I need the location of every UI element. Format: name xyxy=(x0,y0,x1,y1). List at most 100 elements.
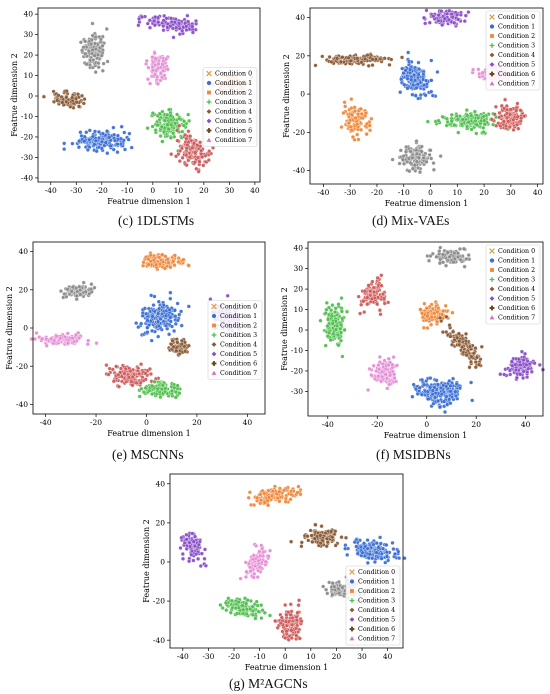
legend-label: Condition 0 xyxy=(220,304,257,311)
data-point xyxy=(145,325,150,330)
data-point xyxy=(367,552,372,557)
data-point xyxy=(176,259,181,264)
data-point xyxy=(379,283,384,288)
data-point xyxy=(156,299,161,304)
x-tick-label: -30 xyxy=(344,188,356,197)
y-tick-label: 0 xyxy=(300,90,305,99)
data-point xyxy=(121,138,126,143)
data-point xyxy=(371,363,376,368)
data-point xyxy=(342,100,347,105)
y-tick-label: 30 xyxy=(23,30,33,39)
data-point xyxy=(363,56,368,62)
data-point xyxy=(76,145,81,150)
data-point xyxy=(402,161,407,166)
legend-label: Condition 6 xyxy=(220,361,257,368)
data-point xyxy=(434,378,439,383)
x-axis-label: Featrue dimension 1 xyxy=(385,199,469,208)
data-point xyxy=(466,10,471,15)
data-point xyxy=(299,544,304,549)
data-point xyxy=(387,62,392,67)
data-point xyxy=(378,535,383,540)
legend-label: Condition 6 xyxy=(498,305,535,312)
data-point xyxy=(502,106,507,111)
data-point xyxy=(463,339,469,344)
data-point xyxy=(89,282,94,287)
data-point xyxy=(507,368,512,373)
data-point xyxy=(160,259,166,264)
data-point xyxy=(469,354,474,359)
data-point xyxy=(355,551,360,556)
data-point xyxy=(371,542,376,547)
data-point xyxy=(162,266,168,271)
data-point xyxy=(502,372,507,377)
data-point xyxy=(126,137,131,142)
data-point xyxy=(391,355,396,360)
data-point xyxy=(469,127,474,132)
data-point xyxy=(449,394,455,400)
data-point xyxy=(175,340,180,345)
data-point xyxy=(175,318,180,323)
data-point xyxy=(153,56,158,61)
data-point xyxy=(437,405,442,410)
data-point xyxy=(274,491,279,496)
data-point xyxy=(159,387,164,392)
data-point xyxy=(267,495,272,500)
data-point xyxy=(167,332,172,337)
data-point xyxy=(87,62,93,68)
data-point xyxy=(168,16,174,21)
data-point xyxy=(111,125,116,130)
x-tick-label: 20 xyxy=(192,418,202,427)
data-point xyxy=(383,372,388,377)
data-point xyxy=(297,598,302,603)
data-point xyxy=(198,563,203,569)
data-point xyxy=(430,388,435,393)
x-tick-label: -40 xyxy=(317,188,329,197)
legend-marker xyxy=(206,80,212,86)
data-point xyxy=(171,259,176,264)
data-point xyxy=(516,357,521,362)
data-point xyxy=(349,127,354,133)
legend-label: Condition 7 xyxy=(498,81,535,88)
data-point xyxy=(257,549,262,554)
x-tick-label: 30 xyxy=(506,188,516,197)
data-point xyxy=(340,55,345,60)
x-tick-label: 30 xyxy=(225,186,235,195)
data-point xyxy=(94,341,99,346)
data-point xyxy=(330,535,335,540)
data-point xyxy=(501,119,506,124)
data-point xyxy=(460,345,465,350)
x-tick-label: -40 xyxy=(40,418,52,427)
data-point xyxy=(449,118,454,124)
data-point xyxy=(440,22,445,28)
data-point xyxy=(382,358,387,363)
data-point xyxy=(429,156,434,161)
data-point xyxy=(508,112,513,117)
data-point xyxy=(152,309,157,314)
data-point xyxy=(379,551,384,556)
data-point xyxy=(408,149,413,154)
data-point xyxy=(168,296,173,301)
data-point xyxy=(471,351,476,356)
data-point xyxy=(167,307,172,312)
x-tick-label: 40 xyxy=(533,188,543,197)
data-point xyxy=(187,540,192,545)
data-point xyxy=(333,543,338,548)
data-point xyxy=(382,301,387,306)
data-point xyxy=(177,21,182,26)
data-point xyxy=(435,69,440,75)
data-point xyxy=(152,51,157,56)
data-point xyxy=(64,99,69,104)
legend-label: Condition 4 xyxy=(498,52,535,59)
data-point xyxy=(330,321,335,326)
data-point xyxy=(462,19,467,24)
data-point xyxy=(87,137,92,142)
data-point xyxy=(119,124,124,129)
data-point xyxy=(122,130,127,135)
data-point xyxy=(115,150,120,155)
data-point xyxy=(425,313,430,318)
data-point xyxy=(525,359,530,364)
data-point xyxy=(240,603,245,608)
x-tick-label: 0 xyxy=(144,418,149,427)
